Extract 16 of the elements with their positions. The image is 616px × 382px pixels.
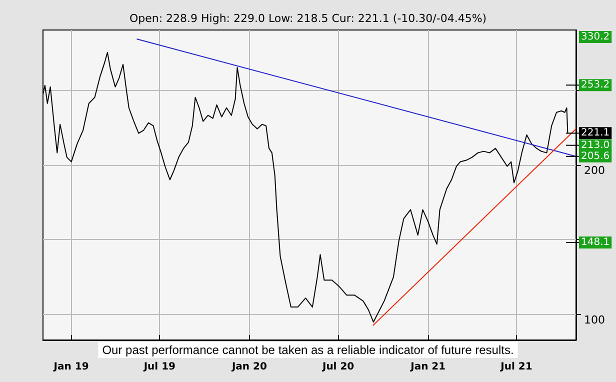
chart-title: Open: 228.9 High: 229.0 Low: 218.5 Cur: 221.1 (-10.30/-04.45%) xyxy=(129,12,487,25)
x-tick-label: Jul 20 xyxy=(321,362,354,372)
x-tick-label: Jul 21 xyxy=(500,362,532,372)
text: Our past performance cannot be taken as a reliable indicator of future results. xyxy=(102,343,514,357)
x-tick-label: Jan 21 xyxy=(410,362,446,372)
x-tick-label: Jul 19 xyxy=(142,362,176,372)
text: 221.1 xyxy=(581,128,610,139)
text: 213.0 xyxy=(581,140,610,151)
x-tick-label: Jan 20 xyxy=(230,362,267,372)
text: 205.6 xyxy=(581,150,610,162)
y-tick-label: 200 xyxy=(584,164,605,177)
text: 330.2 xyxy=(581,32,610,42)
text: 148.1 xyxy=(581,237,610,248)
x-tick-label: Jan 19 xyxy=(52,362,89,372)
text: 253.2 xyxy=(581,80,610,91)
y-tick-label: 100 xyxy=(584,314,605,327)
